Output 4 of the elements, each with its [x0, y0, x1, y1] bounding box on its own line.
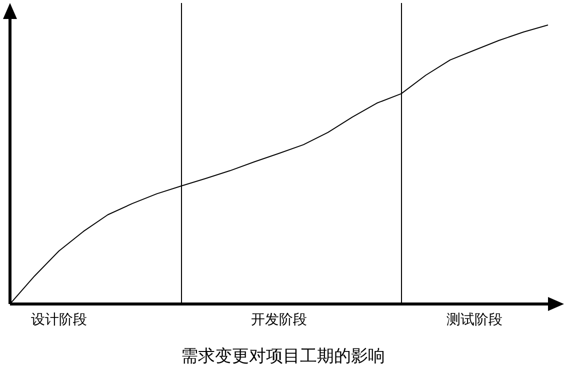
x-tick-label: 设计阶段 [30, 312, 87, 328]
x-tick-label: 测试阶段 [446, 312, 503, 328]
text: 需求变更对项目工期的影响 [181, 346, 385, 366]
x-tick-label: 开发阶段 [251, 312, 307, 328]
